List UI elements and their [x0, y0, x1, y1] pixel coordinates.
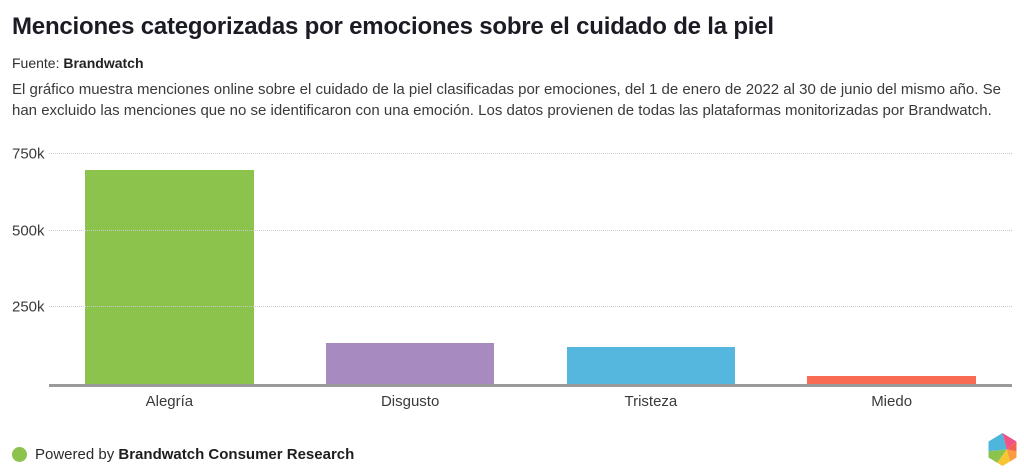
source-line: Fuente: Brandwatch	[12, 55, 1012, 72]
brandwatch-dot-icon	[12, 447, 27, 462]
y-tick-label-500k: 500k	[12, 222, 45, 240]
category-alegria	[49, 146, 290, 384]
x-tick-label-alegria: Alegría	[145, 393, 194, 410]
gridline-500k	[49, 229, 1012, 231]
source-name: Brandwatch	[63, 55, 144, 71]
category-tristeza	[531, 146, 772, 384]
bar-disgusto[interactable]	[325, 343, 495, 384]
x-tick-label-disgusto: Disgusto	[380, 393, 440, 410]
x-tick-label-miedo: Miedo	[871, 393, 913, 410]
category-miedo	[771, 146, 1012, 384]
brand-name: Brandwatch Consumer Research	[118, 446, 355, 463]
bars-row	[49, 146, 1012, 384]
x-axis-labels: Alegría Disgusto Tristeza Miedo	[49, 393, 1012, 411]
gridline-750k	[49, 153, 1012, 154]
powered-by-text: Powered by Brandwatch Consumer Research	[35, 446, 354, 463]
powered-by-label: Powered by	[35, 446, 115, 463]
category-disgusto	[290, 146, 531, 384]
source-label: Fuente:	[12, 55, 60, 71]
bar-tristeza[interactable]	[566, 347, 736, 384]
bar-chart: 250k 500k 750k Alegría Disgusto Tristeza Mied…	[12, 146, 1012, 411]
x-tick-label-tristeza: Tristeza	[624, 393, 678, 410]
chart-description: El gráfico muestra menciones online sobr…	[12, 81, 1001, 119]
page-title: Menciones categorizadas por emociones so…	[12, 13, 774, 40]
x-axis-line	[49, 384, 1012, 387]
bar-alegria[interactable]	[85, 170, 254, 384]
y-tick-label-750k: 750k	[12, 145, 45, 163]
brandwatch-logo-icon	[988, 433, 1017, 466]
plot-area: 250k 500k 750k	[12, 146, 1012, 387]
y-tick-label-250k: 250k	[12, 298, 45, 316]
gridline-250k	[49, 306, 1012, 308]
footer: Powered by Brandwatch Consumer Research	[12, 446, 354, 463]
bar-miedo[interactable]	[807, 376, 976, 384]
